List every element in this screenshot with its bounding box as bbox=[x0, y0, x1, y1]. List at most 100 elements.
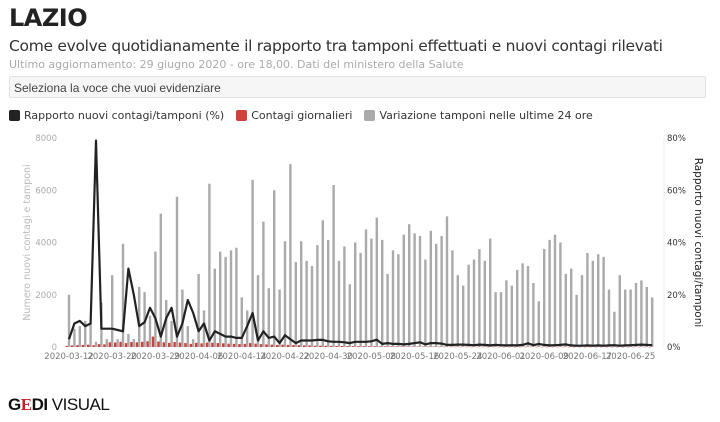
contagi-bar bbox=[432, 346, 435, 348]
contagi-bar bbox=[416, 346, 419, 348]
tamponi-bar bbox=[483, 260, 486, 347]
tamponi-bar bbox=[435, 243, 438, 347]
page-title: LAZIO bbox=[9, 4, 88, 32]
legend-item-rapporto[interactable]: Rapporto nuovi contagi/tamponi (%) bbox=[9, 109, 224, 122]
contagi-bar bbox=[573, 346, 576, 348]
contagi-bar bbox=[70, 345, 74, 347]
contagi-bar bbox=[324, 345, 327, 347]
tamponi-bar bbox=[445, 216, 449, 347]
y-axis-title: Numero nuovi contagi e tamponi bbox=[22, 164, 33, 320]
contagi-bar bbox=[286, 344, 290, 347]
contagi-bar bbox=[87, 344, 90, 347]
tamponi-bar bbox=[618, 275, 621, 347]
tamponi-bar bbox=[381, 239, 384, 347]
contagi-bar bbox=[297, 345, 300, 347]
tamponi-bar bbox=[472, 259, 476, 347]
tamponi-bar bbox=[489, 238, 492, 347]
tamponi-bar bbox=[510, 285, 513, 347]
contagi-bar bbox=[589, 346, 592, 348]
legend-item-contagi[interactable]: Contagi giornalieri bbox=[236, 109, 352, 122]
contagi-bar bbox=[594, 346, 597, 348]
contagi-bar bbox=[513, 346, 516, 348]
tamponi-bar bbox=[289, 164, 292, 347]
x-tick-label: 2020-03-12 bbox=[44, 352, 93, 362]
tamponi-bar bbox=[553, 234, 557, 347]
tamponi-bar bbox=[337, 260, 341, 347]
tamponi-bar bbox=[235, 247, 238, 347]
tamponi-bar bbox=[375, 217, 378, 347]
contagi-bar bbox=[292, 345, 295, 347]
contagi-bar bbox=[616, 346, 619, 348]
tamponi-bar bbox=[478, 249, 481, 347]
tamponi-bar bbox=[262, 221, 265, 347]
contagi-bar bbox=[65, 345, 68, 347]
tamponi-bar bbox=[591, 260, 594, 347]
tamponi-bar bbox=[559, 242, 562, 347]
tamponi-bar bbox=[343, 246, 346, 347]
x-tick-label: 2020-04-06 bbox=[174, 352, 223, 362]
y-tick-label: 0 bbox=[52, 343, 57, 353]
contagi-bar bbox=[157, 341, 160, 347]
contagi-bar bbox=[114, 342, 117, 347]
tamponi-bar bbox=[364, 229, 368, 347]
legend-item-tamponi[interactable]: Variazione tamponi nelle ultime 24 ore bbox=[364, 109, 593, 122]
chart-legend: Rapporto nuovi contagi/tamponi (%) Conta… bbox=[9, 109, 593, 122]
contagi-bar bbox=[454, 346, 457, 348]
contagi-bar bbox=[529, 346, 533, 348]
contagi-bar bbox=[270, 344, 273, 347]
contagi-bar bbox=[438, 346, 441, 348]
highlight-select[interactable]: Seleziona la voce che vuoi evidenziare bbox=[9, 76, 706, 98]
contagi-bar bbox=[578, 346, 581, 348]
tamponi-bar bbox=[624, 289, 627, 347]
contagi-bar bbox=[362, 346, 365, 347]
contagi-bar bbox=[394, 346, 398, 347]
tamponi-bar bbox=[462, 285, 465, 347]
tamponi-bar bbox=[175, 196, 179, 347]
contagi-bar bbox=[389, 346, 392, 347]
contagi-bar bbox=[259, 344, 263, 347]
tamponi-bar bbox=[613, 311, 616, 347]
contagi-bar bbox=[216, 343, 219, 347]
tamponi-bar bbox=[348, 284, 351, 347]
contagi-bar bbox=[470, 346, 473, 348]
contagi-bar bbox=[135, 342, 138, 347]
contagi-bar bbox=[162, 342, 165, 347]
contagi-bar bbox=[130, 342, 133, 347]
contagi-bar bbox=[92, 345, 95, 347]
tamponi-bar bbox=[537, 301, 540, 347]
contagi-bar bbox=[303, 345, 306, 347]
contagi-bar bbox=[335, 345, 338, 347]
x-tick-label: 2020-05-08 bbox=[347, 352, 396, 362]
tamponi-bar bbox=[370, 238, 373, 347]
contagi-bar bbox=[173, 342, 176, 347]
legend-label: Variazione tamponi nelle ultime 24 ore bbox=[379, 109, 593, 122]
y2-axis-title: Rapporto nuovi contagi/tamponi bbox=[692, 158, 704, 328]
legend-label: Contagi giornalieri bbox=[251, 109, 353, 122]
x-tick-label: 2020-04-14 bbox=[217, 352, 266, 362]
contagi-bar bbox=[243, 343, 246, 347]
tamponi-bar bbox=[132, 339, 135, 347]
tamponi-bar bbox=[386, 273, 389, 347]
tamponi-bar bbox=[607, 289, 611, 347]
contagi-bar bbox=[351, 346, 354, 347]
page-subtitle: Come evolve quotidianamente il rapporto … bbox=[9, 37, 663, 55]
tamponi-bar bbox=[575, 294, 578, 347]
tamponi-bar bbox=[332, 185, 335, 347]
contagi-bar bbox=[76, 345, 79, 347]
tamponi-bar bbox=[505, 280, 508, 347]
tamponi-bar bbox=[251, 179, 254, 347]
tamponi-bar bbox=[321, 220, 324, 347]
contagi-bar bbox=[168, 342, 171, 347]
contagi-bar bbox=[556, 346, 560, 348]
tamponi-bar bbox=[429, 230, 432, 347]
tamponi-bar bbox=[521, 263, 524, 347]
contagi-bar bbox=[405, 346, 408, 347]
x-tick-label: 2020-06-09 bbox=[519, 352, 568, 362]
contagi-bar bbox=[265, 344, 268, 347]
tamponi-bar bbox=[181, 289, 184, 347]
tamponi-bar bbox=[240, 297, 243, 347]
contagi-bar bbox=[103, 344, 106, 347]
tamponi-bar bbox=[116, 339, 119, 347]
tamponi-bar bbox=[456, 275, 459, 347]
tamponi-bar bbox=[105, 339, 108, 347]
